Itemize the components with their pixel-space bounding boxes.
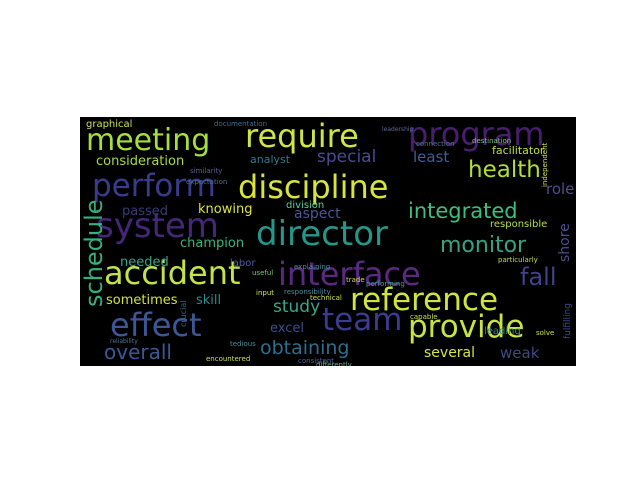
word-integrated: integrated [408, 199, 518, 223]
word-explaining: explaining [294, 263, 331, 271]
word-solve: solve [536, 329, 555, 337]
word-expectation: expectation [186, 178, 228, 186]
word-perform: perform [92, 168, 216, 204]
word-division: division [286, 200, 325, 211]
word-reliability: reliability [110, 338, 138, 345]
word-program: program [408, 117, 545, 153]
word-aspect: aspect [294, 206, 341, 222]
word-skill: skill [196, 293, 222, 308]
word-role: role [546, 180, 575, 198]
word-monitor: monitor [440, 233, 527, 258]
word-health: health [468, 157, 541, 183]
word-connection: connection [416, 140, 455, 148]
word-passed: passed [122, 204, 169, 219]
word-special: special [317, 147, 377, 167]
word-accident: accident [104, 254, 241, 292]
word-independent: independent [541, 142, 549, 187]
word-tedious: tedious [230, 340, 256, 348]
word-performing: performing [366, 280, 405, 288]
word-needed: needed [120, 255, 169, 270]
word-champion: champion [180, 236, 245, 251]
word-sometimes: sometimes [106, 293, 178, 308]
word-several: several [424, 345, 476, 361]
word-overall: overall [104, 340, 172, 364]
word-excel: excel [270, 321, 304, 336]
word-labor: labor [230, 258, 256, 269]
word-destination: destination [472, 137, 512, 145]
word-input: input [256, 289, 275, 297]
word-schedule: schedule [80, 199, 108, 307]
word-analyst: analyst [250, 153, 291, 166]
word-director: director [256, 214, 388, 254]
word-interface: interface [278, 255, 421, 293]
word-documentation: documentation [214, 120, 268, 128]
word-cloud: meeting require program perform discipli… [80, 117, 576, 366]
word-least: least [413, 148, 450, 166]
word-reference: reference [350, 282, 499, 318]
word-consideration: consideration [96, 154, 185, 169]
word-trade: trade [346, 276, 365, 284]
word-consistent: consistent [298, 357, 335, 365]
word-crucial: crucial [179, 300, 188, 327]
word-system: system [96, 206, 219, 246]
word-weak: weak [500, 344, 540, 362]
word-useful: useful [252, 269, 274, 277]
word-technical: technical [310, 294, 342, 302]
word-meeting: meeting [86, 123, 211, 158]
word-similarity: similarity [190, 167, 223, 175]
word-responsibility: responsibility [284, 288, 331, 296]
word-study: study [273, 297, 321, 317]
word-encountered: encountered [206, 355, 251, 363]
word-require: require [245, 117, 359, 155]
word-capable: capable [410, 313, 438, 321]
word-discipline: discipline [238, 168, 389, 206]
word-differently: differently [316, 361, 352, 367]
word-team: team [322, 302, 403, 338]
word-leading: leading [484, 326, 521, 337]
word-responsible: responsible [490, 219, 548, 230]
word-knowing: knowing [198, 202, 253, 217]
word-leadership: leadership [382, 126, 414, 133]
word-obtaining: obtaining [260, 337, 350, 359]
word-facilitator: facilitator [492, 144, 545, 157]
word-fulfilling: fulfilling [563, 303, 573, 339]
word-shore: shore [557, 223, 573, 262]
word-fall: fall [520, 263, 557, 291]
word-particularly: particularly [498, 256, 538, 264]
word-graphical: graphical [86, 119, 133, 130]
word-effect: effect [110, 306, 202, 344]
word-provide: provide [408, 309, 525, 345]
